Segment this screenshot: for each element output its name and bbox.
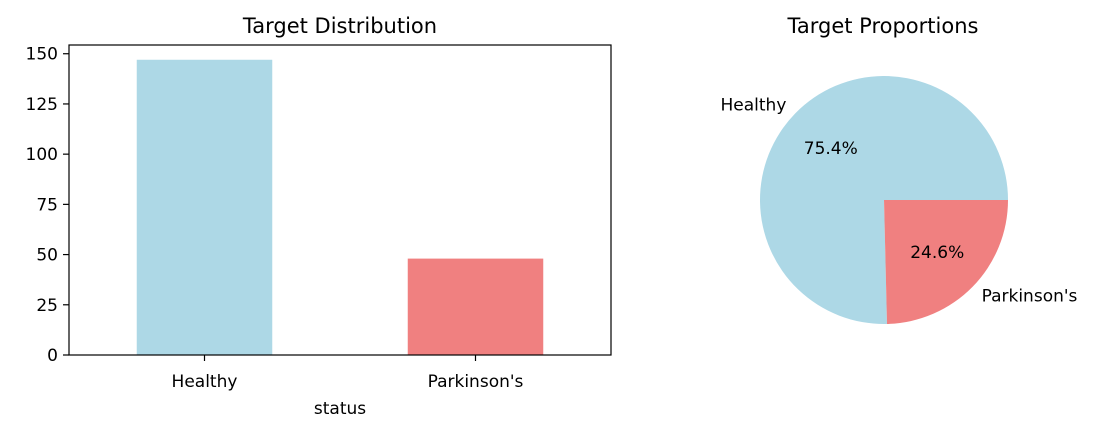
y-tick-label: 25 — [36, 296, 58, 316]
pie-marks: 75.4% Healthy 24.6% Parkinson's — [721, 75, 1078, 324]
y-tick-label: 125 — [26, 95, 58, 115]
bar-y-ticks: 0 25 50 75 100 125 150 — [26, 45, 69, 366]
bar-x-axis-label: status — [314, 399, 366, 419]
pie-category-label: Healthy — [721, 96, 787, 116]
pie-percent-label: 75.4% — [804, 139, 858, 159]
pie-slice-1 — [884, 200, 1008, 324]
bar-chart-title: Target Distribution — [242, 14, 437, 38]
y-tick-label: 50 — [36, 246, 58, 266]
pie-chart-title: Target Proportions — [787, 14, 979, 38]
pie-category-label: Parkinson's — [982, 286, 1078, 306]
y-tick-label: 0 — [47, 346, 58, 366]
x-tick-label: Parkinson's — [428, 372, 524, 392]
bar-x-ticks: Healthy Parkinson's — [172, 355, 524, 392]
y-tick-label: 100 — [26, 145, 58, 165]
y-tick-label: 75 — [36, 195, 58, 215]
x-tick-label: Healthy — [172, 372, 238, 392]
bar-1 — [407, 258, 544, 355]
bar-plot-frame — [68, 44, 612, 356]
bar-marks — [136, 59, 544, 355]
pie-slice-0 — [759, 75, 1009, 324]
pie-percent-label: 24.6% — [910, 243, 964, 263]
bar-chart: Target Distribution 0 25 50 75 100 125 150 Hea… — [26, 14, 612, 419]
y-tick-label: 150 — [26, 45, 58, 65]
pie-chart: Target Proportions 75.4% Healthy 24.6% Park… — [721, 14, 1078, 324]
bar-0 — [136, 59, 273, 355]
